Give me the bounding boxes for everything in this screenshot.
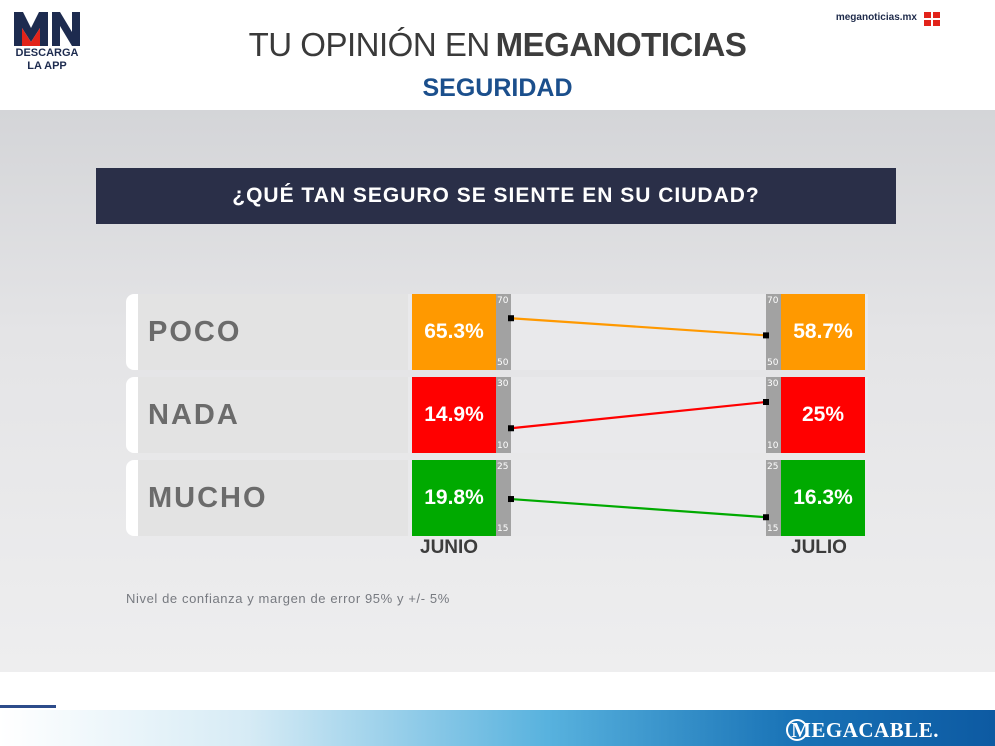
tick-label: 25 (497, 462, 509, 472)
series-label: NADA (148, 399, 240, 431)
tick-label: 30 (497, 379, 509, 389)
series-label: POCO (148, 316, 242, 348)
page-title: TU OPINIÓN EN MEGANOTICIAS (0, 26, 995, 64)
title-thin: TU OPINIÓN EN (248, 26, 491, 63)
tick-label: 30 (767, 379, 779, 389)
value-box-nada-junio: 14.9% (412, 377, 496, 453)
tick-label: 15 (497, 524, 509, 534)
value-box-poco-junio: 65.3% (412, 294, 496, 370)
tick-label: 15 (767, 524, 779, 534)
scale-nada-julio: 30 10 (766, 377, 781, 453)
tick-label: 10 (497, 441, 509, 451)
tick-label: 50 (497, 358, 509, 368)
scale-poco-julio: 70 50 (766, 294, 781, 370)
scale-mucho-junio: 25 15 (496, 460, 511, 536)
footer-bar (0, 710, 995, 746)
row-label-nada: NADA (126, 377, 408, 453)
period-label-julio: JULIO (791, 537, 847, 558)
series-label: MUCHO (148, 482, 268, 514)
row-label-poco: POCO (126, 294, 408, 370)
period-label-junio: JUNIO (420, 537, 479, 558)
value-box-nada-julio: 25% (781, 377, 865, 453)
value-box-poco-julio: 58.7% (781, 294, 865, 370)
download-app-label: DESCARGA LA APP (15, 47, 79, 72)
tick-label: 70 (497, 296, 509, 306)
megacable-logo-icon (786, 719, 808, 741)
meganoticias-logo[interactable]: DESCARGA LA APP (14, 10, 80, 73)
tick-label: 25 (767, 462, 779, 472)
page-subtitle: SEGURIDAD (422, 74, 573, 102)
tick-label: 50 (767, 358, 779, 368)
chart-title: ¿QUÉ TAN SEGURO SE SIENTE EN SU CIUDAD? (96, 168, 896, 224)
value-box-mucho-julio: 16.3% (781, 460, 865, 536)
tick-label: 70 (767, 296, 779, 306)
value-box-mucho-junio: 19.8% (412, 460, 496, 536)
row-label-mucho: MUCHO (126, 460, 408, 536)
scale-poco-junio: 70 50 (496, 294, 511, 370)
scale-nada-junio: 30 10 (496, 377, 511, 453)
title-bold: MEGANOTICIAS (495, 26, 747, 63)
footer-accent-line (0, 705, 56, 708)
site-link[interactable]: meganoticias.mx (835, 12, 917, 23)
scale-mucho-julio: 25 15 (766, 460, 781, 536)
grid-icon (924, 12, 940, 27)
confidence-note: Nivel de confianza y margen de error 95%… (126, 591, 450, 606)
mn-logo-icon (14, 10, 80, 46)
tick-label: 10 (767, 441, 779, 451)
sponsor-brand[interactable]: MEGACABLE. (791, 718, 939, 742)
